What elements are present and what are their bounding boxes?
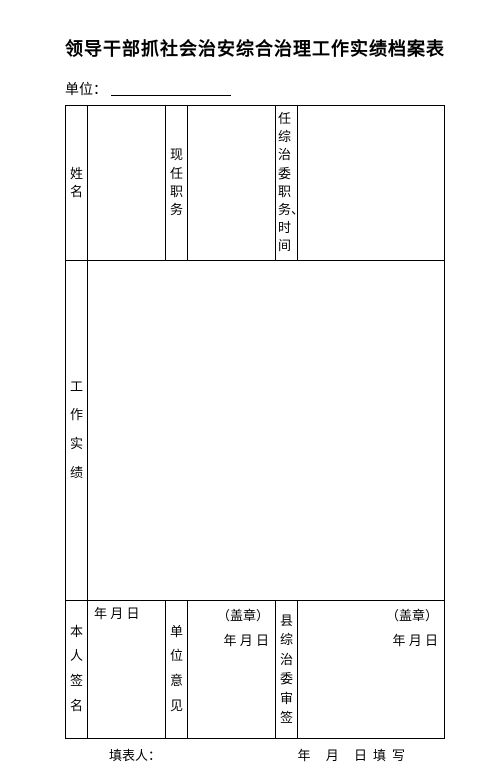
county-label-cell: 县综治委审签	[276, 600, 298, 738]
unit-opinion-label-cell: 单位意见	[166, 600, 188, 738]
self-sign-label: 本人签名	[68, 620, 85, 719]
committee-label-cell: 任综治委职务、时间	[276, 106, 298, 261]
footer-row: 填表人： 年 月 日填写	[65, 745, 445, 764]
work-content-cell	[88, 260, 445, 600]
header-row: 姓名 现任职务 任综治委职务、时间	[66, 106, 445, 261]
committee-value-cell	[298, 106, 445, 261]
county-stamp: （盖章）	[304, 605, 438, 624]
work-label: 工作实绩	[68, 373, 85, 487]
position-value-cell	[188, 106, 276, 261]
main-table: 姓名 现任职务 任综治委职务、时间 工作实绩 本人签名 年 月 日	[65, 105, 445, 739]
county-date: 年 月 日	[304, 630, 438, 649]
county-label: 县综治委审签	[278, 611, 295, 728]
self-sign-cell: 年 月 日	[88, 600, 166, 738]
name-value-cell	[88, 106, 166, 261]
county-cell: （盖章） 年 月 日	[298, 600, 445, 738]
name-label-cell: 姓名	[66, 106, 88, 261]
unit-row: 单位：	[65, 79, 445, 99]
filler-label: 填表人：	[109, 745, 161, 764]
unit-opinion-cell: （盖章） 年 月 日	[188, 600, 276, 738]
unit-opinion-label: 单位意见	[168, 620, 185, 719]
self-date: 年 月 日	[92, 603, 161, 622]
self-sign-label-cell: 本人签名	[66, 600, 88, 738]
name-label: 姓名	[68, 165, 85, 201]
unit-underline	[111, 82, 231, 96]
work-label-cell: 工作实绩	[66, 260, 88, 600]
unit-stamp: （盖章）	[194, 605, 269, 624]
unit-label: 单位：	[65, 79, 107, 99]
fill-date: 年 月 日填写	[297, 745, 411, 764]
page-title: 领导干部抓社会治安综合治理工作实绩档案表	[65, 35, 445, 61]
work-row: 工作实绩	[66, 260, 445, 600]
position-label: 现任职务	[168, 146, 185, 219]
signature-row: 本人签名 年 月 日 单位意见 （盖章） 年 月 日 县综治委审签 （盖章） 年…	[66, 600, 445, 738]
position-label-cell: 现任职务	[166, 106, 188, 261]
committee-label: 任综治委职务、时间	[278, 110, 295, 256]
unit-date: 年 月 日	[194, 630, 269, 649]
